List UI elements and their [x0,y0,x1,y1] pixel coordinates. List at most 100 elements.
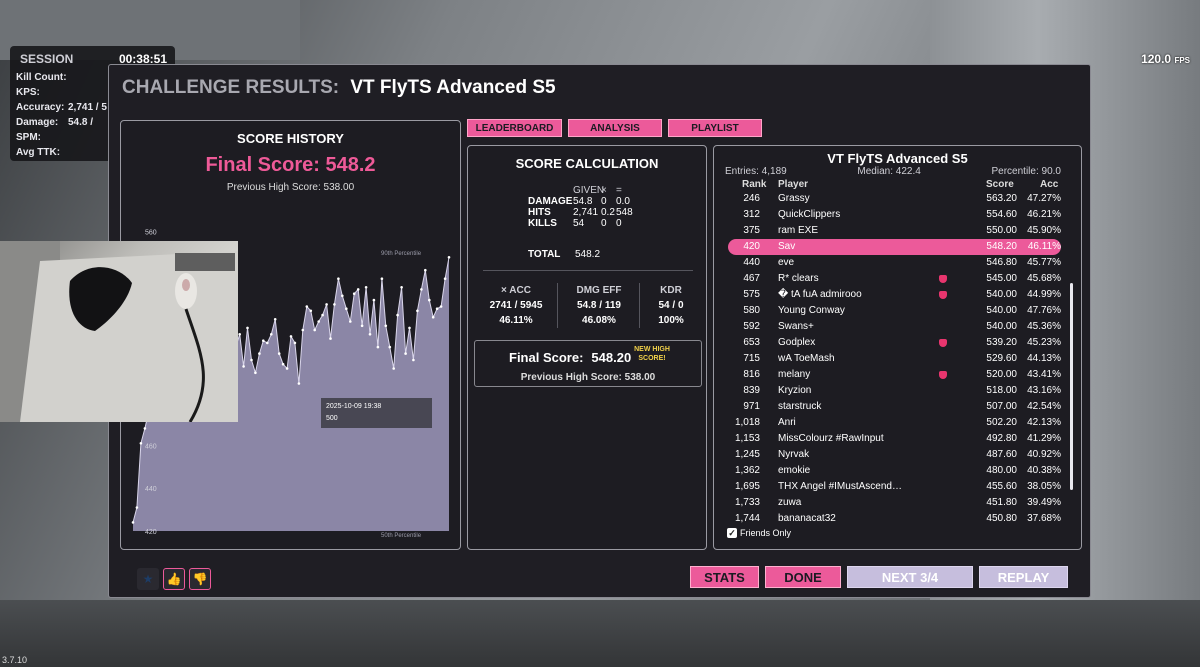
history-point[interactable] [281,362,285,366]
leaderboard-row[interactable]: 1,018 Anri 502.20 42.13% [728,415,1061,431]
history-point[interactable] [143,427,147,430]
history-point[interactable] [396,313,399,317]
thumbs-up-icon[interactable]: 👍 [163,568,185,590]
history-point[interactable] [384,324,388,328]
leaderboard-row[interactable]: 467 R* clears 545.00 45.68% [728,271,1061,287]
history-point[interactable] [388,345,392,349]
row-rank: 715 [743,353,760,364]
leaderboard-row[interactable]: 653 Godplex 539.20 45.23% [728,335,1061,351]
history-point[interactable] [337,277,340,280]
history-point[interactable] [368,333,372,336]
history-point[interactable] [238,333,241,336]
favorite-star-icon[interactable]: ★ [137,568,159,590]
history-point[interactable] [273,318,277,321]
history-point[interactable] [408,326,411,330]
history-point[interactable] [435,307,439,310]
history-point[interactable] [431,315,435,319]
leaderboard-row[interactable]: 440 eve 546.80 45.77% [728,255,1061,271]
history-point[interactable] [412,358,415,362]
next-button[interactable]: NEXT 3/4 [847,566,973,588]
thumbs-down-icon[interactable]: 👎 [189,568,211,590]
leaderboard-row[interactable]: 1,362 emokie 480.00 40.38% [728,463,1061,479]
history-point[interactable] [360,324,364,328]
history-point[interactable] [404,352,407,355]
leaderboard-scrollbar[interactable] [1070,283,1073,490]
row-accuracy: 41.29% [1027,433,1061,444]
history-point[interactable] [277,352,281,355]
leaderboard-row[interactable]: 592 Swans+ 540.00 45.36% [728,319,1061,335]
leaderboard-row[interactable]: 1,744 bananacat32 450.80 37.68% [728,511,1061,526]
leaderboard-row[interactable]: 580 Young Conway 540.00 47.76% [728,303,1061,319]
leaderboard-row[interactable]: 246 Grassy 563.20 47.27% [728,191,1061,207]
history-point[interactable] [325,303,328,306]
history-point[interactable] [246,326,249,330]
history-point[interactable] [135,506,139,509]
score-history-chart[interactable]: 420 440 460 560 90th Percentile 50th Percenti… [121,121,460,549]
percentile-top-label: 90th Percentile [381,251,422,257]
history-point[interactable] [341,294,344,298]
history-point[interactable] [317,320,320,323]
leaderboard-row[interactable]: 312 QuickClippers 554.60 46.21% [728,207,1061,223]
history-point[interactable] [266,341,269,345]
done-button[interactable]: DONE [765,566,841,588]
leaderboard-row[interactable]: 839 Kryzion 518.00 43.16% [728,383,1061,399]
row-accuracy: 37.68% [1027,513,1061,524]
history-point[interactable] [424,268,427,272]
leaderboard-list[interactable]: 246 Grassy 563.20 47.27% 312 QuickClippers 554… [728,191,1061,526]
friends-only-toggle[interactable]: ✓ Friends Only [727,528,791,538]
friends-only-checkbox[interactable]: ✓ [727,528,737,538]
history-point[interactable] [262,339,265,342]
history-point[interactable] [356,288,360,291]
leaderboard-row[interactable]: 1,695 THX Angel #IMustAscend… 455.60 38.05% [728,479,1061,495]
history-point[interactable] [309,309,313,313]
version-label: 3.7.10 [2,655,28,665]
tab-playlist[interactable]: PLAYLIST [668,119,762,137]
leaderboard-row[interactable]: 816 melany 520.00 43.41% [728,367,1061,383]
leaderboard-row-self[interactable]: 420 Sav 548.20 46.11% [728,239,1061,255]
history-point[interactable] [250,358,253,362]
history-point[interactable] [372,298,376,302]
history-point[interactable] [392,367,396,370]
history-point[interactable] [439,305,443,308]
history-point[interactable] [428,298,431,302]
replay-button[interactable]: REPLAY [979,566,1068,588]
history-point[interactable] [270,333,273,336]
history-point[interactable] [313,328,316,332]
history-point[interactable] [400,286,403,289]
history-point[interactable] [301,328,305,332]
history-point[interactable] [345,307,348,310]
history-point[interactable] [305,305,309,308]
leaderboard-row[interactable]: 575 � tA fuA admirooo 540.00 44.99% [728,287,1061,303]
history-point[interactable] [376,345,380,349]
history-point[interactable] [139,442,143,445]
history-point[interactable] [289,335,293,338]
history-point[interactable] [352,292,356,295]
leaderboard-row[interactable]: 971 starstruck 507.00 42.54% [728,399,1061,415]
tab-analysis[interactable]: ANALYSIS [568,119,662,137]
stats-button[interactable]: STATS [690,566,759,588]
history-point[interactable] [416,309,419,313]
history-point[interactable] [420,288,423,291]
history-point[interactable] [447,256,451,259]
history-point[interactable] [329,337,332,340]
leaderboard-row[interactable]: 1,153 MissColourz #RawInput 492.80 41.29% [728,431,1061,447]
history-point[interactable] [321,313,324,317]
history-point[interactable] [131,521,135,524]
previous-high-score: Previous High Score: 538.00 [226,182,355,193]
history-point[interactable] [242,365,245,368]
history-point[interactable] [285,367,289,370]
leaderboard-row[interactable]: 1,245 Nyrvak 487.60 40.92% [728,447,1061,463]
leaderboard-row[interactable]: 375 ram EXE 550.00 45.90% [728,223,1061,239]
history-point[interactable] [297,382,301,385]
history-point[interactable] [258,352,261,355]
history-point[interactable] [443,277,447,280]
history-point[interactable] [333,303,336,306]
leaderboard-row[interactable]: 715 wA ToeMash 529.60 44.13% [728,351,1061,367]
tab-leaderboard[interactable]: LEADERBOARD [467,119,562,137]
history-point[interactable] [380,277,384,280]
leaderboard-row[interactable]: 1,733 zuwa 451.80 39.49% [728,495,1061,511]
history-point[interactable] [349,320,352,323]
history-point[interactable] [254,371,257,375]
history-point[interactable] [293,341,297,345]
history-point[interactable] [364,286,368,289]
